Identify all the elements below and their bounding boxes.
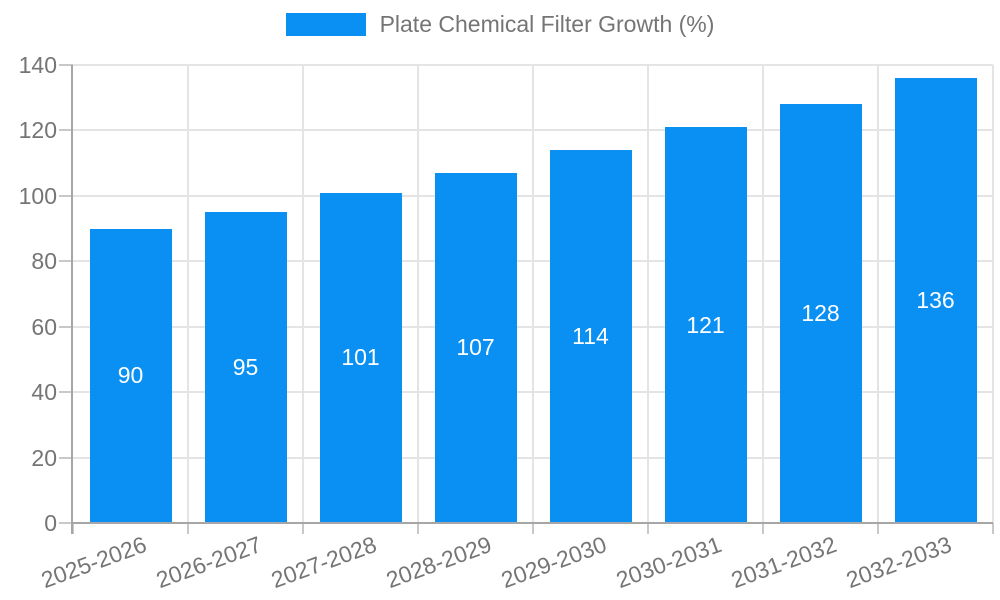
legend-label: Plate Chemical Filter Growth (%) <box>379 11 715 37</box>
bar[interactable]: 136 <box>894 78 977 523</box>
v-gridline <box>187 65 189 523</box>
v-gridline <box>532 65 534 523</box>
bar[interactable]: 95 <box>204 212 287 523</box>
bar-value-label: 101 <box>341 344 380 371</box>
y-axis-line <box>71 65 73 534</box>
x-axis-tick <box>417 523 419 534</box>
y-axis-tick <box>59 391 73 394</box>
bar[interactable]: 121 <box>664 127 747 523</box>
v-gridline <box>647 65 649 523</box>
bar-value-label: 121 <box>686 311 725 338</box>
y-tick-label: 60 <box>31 313 57 340</box>
legend-swatch <box>285 13 366 36</box>
v-gridline <box>302 65 304 523</box>
x-axis-tick <box>762 523 764 534</box>
y-tick-label: 100 <box>18 182 57 209</box>
bar[interactable]: 107 <box>434 172 517 523</box>
v-gridline <box>762 65 764 523</box>
y-axis-tick <box>59 194 73 197</box>
bar-value-label: 95 <box>232 354 259 381</box>
x-tick-label: 2032-2033 <box>842 531 955 594</box>
y-tick-label: 140 <box>18 52 57 78</box>
x-axis-tick <box>877 523 879 534</box>
v-gridline <box>417 65 419 523</box>
x-tick-label: 2030-2031 <box>612 531 725 594</box>
y-axis-tick <box>59 260 73 263</box>
x-tick-label: 2026-2027 <box>152 531 265 594</box>
x-axis-tick <box>72 523 74 534</box>
legend: Plate Chemical Filter Growth (%) <box>0 11 1000 38</box>
x-axis-tick <box>647 523 649 534</box>
legend-item[interactable]: Plate Chemical Filter Growth (%) <box>285 11 715 38</box>
bar-value-label: 136 <box>916 287 955 314</box>
bar-value-label: 114 <box>572 323 609 350</box>
y-tick-label: 120 <box>18 117 57 144</box>
y-axis-tick <box>59 325 73 328</box>
y-axis-tick <box>59 64 73 66</box>
bar[interactable]: 114 <box>549 150 632 523</box>
y-axis-tick <box>59 456 73 459</box>
y-tick-label: 20 <box>31 444 57 471</box>
x-axis-tick <box>302 523 304 534</box>
x-axis-tick <box>532 523 534 534</box>
x-axis-line <box>71 522 993 524</box>
y-tick-label: 0 <box>44 510 57 536</box>
x-tick-label: 2027-2028 <box>267 531 380 594</box>
x-tick-label: 2029-2030 <box>497 531 610 594</box>
y-tick-label: 80 <box>31 248 57 275</box>
y-axis-tick <box>59 522 73 524</box>
bar[interactable]: 90 <box>89 228 172 523</box>
bar-value-label: 128 <box>801 300 840 327</box>
x-tick-label: 2028-2029 <box>382 531 495 594</box>
x-tick-label: 2031-2032 <box>727 531 840 594</box>
bar[interactable]: 101 <box>319 192 402 523</box>
v-gridline <box>992 65 994 523</box>
x-axis-tick <box>992 523 994 534</box>
x-axis-tick <box>187 523 189 534</box>
bar-value-label: 90 <box>117 362 144 389</box>
y-axis-tick <box>59 129 73 132</box>
x-tick-label: 2025-2026 <box>37 531 150 594</box>
bar[interactable]: 128 <box>779 104 862 523</box>
bar-value-label: 107 <box>456 334 495 361</box>
v-gridline <box>877 65 879 523</box>
y-tick-label: 40 <box>31 379 57 406</box>
